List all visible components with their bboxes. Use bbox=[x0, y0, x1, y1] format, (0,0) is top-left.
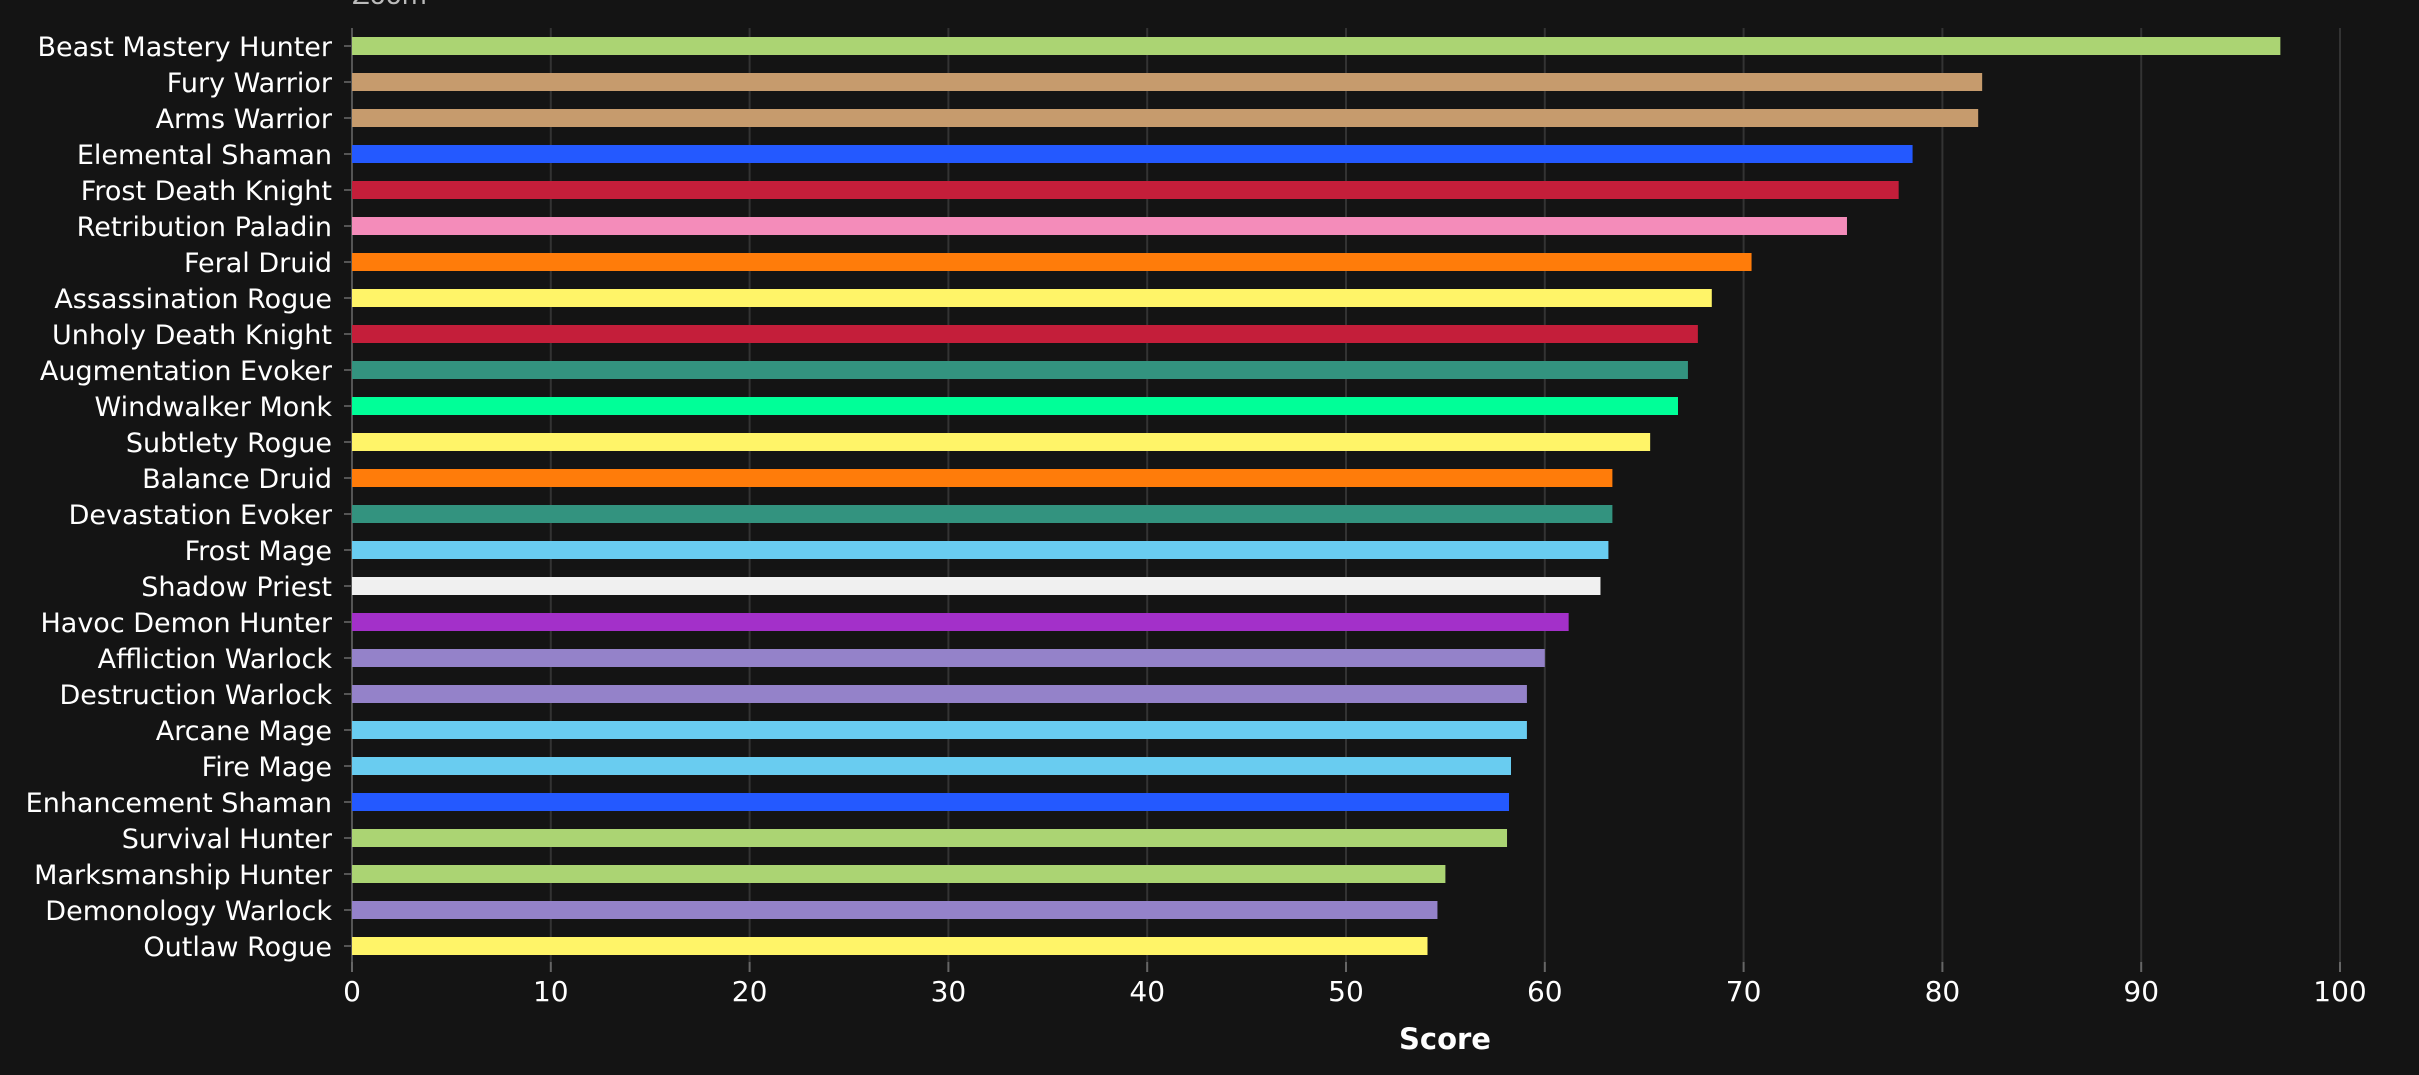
bar[interactable] bbox=[352, 217, 1847, 235]
bar[interactable] bbox=[352, 181, 1899, 199]
bar[interactable] bbox=[352, 109, 1979, 127]
category-label: Subtlety Rogue bbox=[126, 428, 332, 459]
category-label: Devastation Evoker bbox=[69, 500, 333, 531]
x-tick-label: 100 bbox=[2313, 975, 2366, 1008]
bar[interactable] bbox=[352, 649, 1545, 667]
category-label: Assassination Rogue bbox=[54, 284, 332, 315]
bar[interactable] bbox=[352, 793, 1510, 811]
bar[interactable] bbox=[352, 721, 1527, 739]
x-tick-label: 20 bbox=[732, 975, 768, 1008]
bar[interactable] bbox=[352, 829, 1508, 847]
category-label: Augmentation Evoker bbox=[40, 356, 333, 387]
x-tick-labels: 0 10 20 30 40 50 60 70 80 90 100 bbox=[343, 975, 2367, 1008]
x-tick-label: 40 bbox=[1129, 975, 1165, 1008]
bar[interactable] bbox=[352, 325, 1698, 343]
category-label: Destruction Warlock bbox=[59, 680, 332, 711]
bar[interactable] bbox=[352, 685, 1527, 703]
bar[interactable] bbox=[352, 577, 1601, 595]
bar[interactable] bbox=[352, 253, 1752, 271]
category-label: Fire Mage bbox=[202, 752, 332, 783]
bar[interactable] bbox=[352, 541, 1609, 559]
category-label: Outlaw Rogue bbox=[143, 932, 332, 963]
category-label: Marksmanship Hunter bbox=[34, 860, 333, 891]
x-tick-label: 10 bbox=[533, 975, 569, 1008]
x-tick-label: 90 bbox=[2123, 975, 2159, 1008]
bar[interactable] bbox=[352, 361, 1688, 379]
bar[interactable] bbox=[352, 433, 1651, 451]
category-label: Arms Warrior bbox=[156, 104, 333, 135]
bars bbox=[352, 37, 2281, 955]
bar[interactable] bbox=[352, 757, 1512, 775]
category-label: Survival Hunter bbox=[122, 824, 333, 855]
bar[interactable] bbox=[352, 613, 1569, 631]
category-label: Balance Druid bbox=[142, 464, 332, 495]
category-label: Elemental Shaman bbox=[77, 140, 332, 171]
grid-lines bbox=[549, 28, 2341, 962]
x-tick-label: 80 bbox=[1925, 975, 1961, 1008]
x-tick-label: 0 bbox=[343, 975, 361, 1008]
category-label: Frost Death Knight bbox=[81, 176, 332, 207]
category-label: Affliction Warlock bbox=[98, 644, 333, 675]
category-label: Fury Warrior bbox=[167, 68, 333, 99]
category-label: Demonology Warlock bbox=[45, 896, 332, 927]
x-axis-title: Score bbox=[1399, 1022, 1491, 1056]
x-tick-label: 60 bbox=[1527, 975, 1563, 1008]
category-labels: Beast Mastery Hunter Fury Warrior Arms War… bbox=[26, 32, 333, 963]
category-label: Arcane Mage bbox=[156, 716, 332, 747]
category-label: Feral Druid bbox=[184, 248, 332, 279]
bar[interactable] bbox=[352, 73, 1983, 91]
bar[interactable] bbox=[352, 397, 1678, 415]
category-label: Frost Mage bbox=[185, 536, 332, 567]
category-label: Windwalker Monk bbox=[94, 392, 332, 423]
category-label: Enhancement Shaman bbox=[26, 788, 332, 819]
bar[interactable] bbox=[352, 937, 1428, 955]
category-label: Retribution Paladin bbox=[77, 212, 332, 243]
bar[interactable] bbox=[352, 145, 1913, 163]
bar[interactable] bbox=[352, 901, 1438, 919]
bar[interactable] bbox=[352, 865, 1446, 883]
x-tick-label: 70 bbox=[1726, 975, 1762, 1008]
category-label: Unholy Death Knight bbox=[52, 320, 332, 351]
bar[interactable] bbox=[352, 289, 1712, 307]
bar[interactable] bbox=[352, 37, 2281, 55]
bar[interactable] bbox=[352, 469, 1613, 487]
zoom-label[interactable]: Zoom bbox=[352, 0, 427, 11]
category-label: Shadow Priest bbox=[141, 572, 332, 603]
x-tick-label: 50 bbox=[1328, 975, 1364, 1008]
category-label: Havoc Demon Hunter bbox=[40, 608, 332, 639]
category-label: Beast Mastery Hunter bbox=[37, 32, 332, 63]
x-tick-label: 30 bbox=[931, 975, 967, 1008]
bar[interactable] bbox=[352, 505, 1613, 523]
